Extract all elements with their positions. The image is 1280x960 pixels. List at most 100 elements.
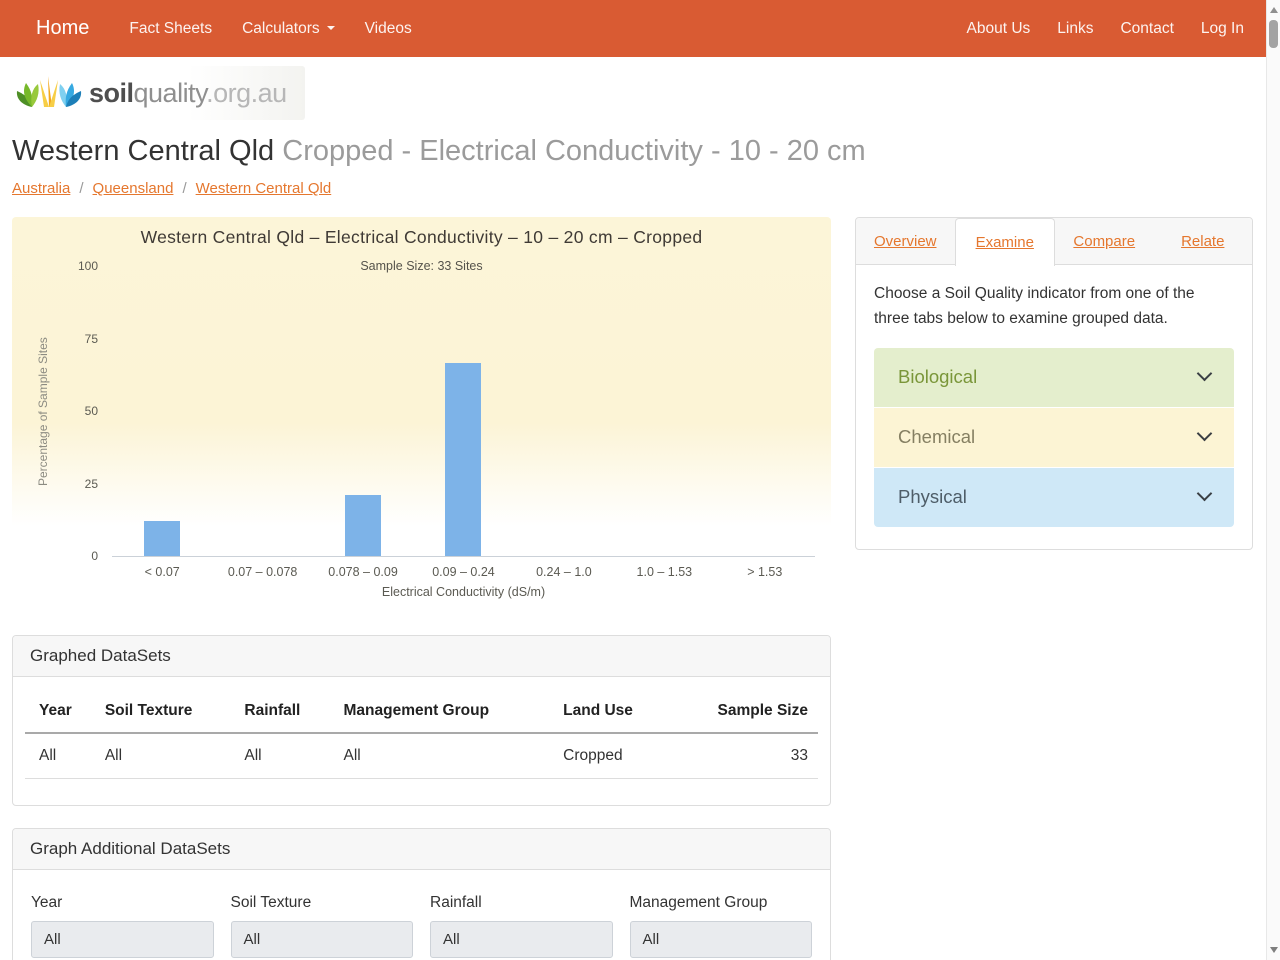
filter-soil-texture: Soil Texture All	[230, 894, 413, 959]
accordion-chemical[interactable]: Chemical	[874, 407, 1234, 467]
page-title: Western Central Qld Cropped - Electrical…	[12, 135, 1266, 168]
filter-label: Soil Texture	[230, 894, 312, 912]
cell-sample-size: 33	[695, 733, 818, 780]
additional-datasets-title: Graph Additional DataSets	[13, 829, 830, 871]
x-tick-label: 0.07 – 0.078	[227, 565, 298, 580]
right-column: Overview Examine Compare Relate Choose a So…	[855, 217, 1253, 550]
bar-slot	[413, 267, 513, 557]
filter-select-management-group[interactable]: All	[629, 921, 812, 959]
x-tick-label: 0.078 – 0.09	[328, 565, 398, 580]
filter-label: Management Group	[629, 894, 768, 912]
bar-0-07	[144, 521, 181, 557]
table-header-row: Year Soil Texture Rainfall Management Group…	[25, 691, 818, 735]
x-tick-label: < 0.07	[144, 565, 180, 580]
accordion-physical[interactable]: Physical	[874, 467, 1234, 527]
filter-select-rainfall[interactable]: All	[430, 921, 613, 959]
tab-relate[interactable]: Relate	[1154, 218, 1253, 265]
breadcrumb-link-australia[interactable]: Australia	[12, 180, 71, 198]
bar-slot	[112, 267, 212, 557]
scroll-down-arrow-icon[interactable]	[1270, 947, 1278, 953]
table-body: All All All All Cropped 33	[25, 733, 818, 780]
nav-item-calculators[interactable]: Calculators	[242, 20, 335, 38]
breadcrumb-link-western-central-qld[interactable]: Western Central Qld	[195, 180, 332, 198]
cell-management-group: All	[329, 733, 550, 780]
dropdown-caret-icon	[326, 26, 335, 31]
datasets-table: Year Soil Texture Rainfall Management Group…	[25, 691, 818, 780]
breadcrumb: Australia / Queensland / Western Central Qld	[12, 180, 1266, 197]
plot-area: 0 25 50 75 100	[78, 259, 815, 563]
y-tick-label: 25	[84, 476, 98, 491]
tab-examine[interactable]: Examine	[954, 218, 1055, 267]
site-logo[interactable]: soilquality.org.au	[12, 66, 305, 120]
nav-item-about-us[interactable]: About Us	[966, 19, 1031, 37]
x-tick-label: > 1.53	[747, 565, 783, 580]
chevron-down-icon	[1196, 366, 1213, 382]
filter-rainfall: Rainfall All	[430, 894, 613, 959]
y-tick-label: 100	[77, 259, 98, 274]
filter-label: Rainfall	[430, 894, 482, 912]
table-row: All All All All Cropped 33	[25, 733, 818, 780]
cell-rainfall: All	[230, 733, 330, 780]
nav-item-fact-sheets[interactable]: Fact Sheets	[129, 19, 213, 37]
nav-left-group: Fact Sheets Calculators Videos	[129, 20, 966, 38]
examine-panel: Overview Examine Compare Relate Choose a So…	[855, 217, 1253, 550]
masthead: soilquality.org.au Western Central Qld C…	[0, 57, 1266, 197]
nav-item-videos[interactable]: Videos	[364, 19, 412, 37]
bar-0-09-0-24	[445, 362, 482, 557]
y-tick-label: 0	[91, 549, 98, 564]
breadcrumb-link-queensland[interactable]: Queensland	[92, 180, 174, 198]
graphed-datasets-title: Graphed DataSets	[13, 636, 830, 678]
filter-select-soil-texture[interactable]: All	[230, 921, 413, 959]
col-header-year: Year	[25, 691, 91, 735]
tab-bar: Overview Examine Compare Relate	[856, 218, 1253, 267]
bar-slot	[715, 267, 815, 556]
y-tick-label: 75	[84, 331, 98, 346]
scroll-up-arrow-icon[interactable]	[1270, 7, 1278, 13]
nav-right-group: About Us Links Contact Log In	[967, 20, 1244, 38]
nav-item-contact[interactable]: Contact	[1120, 19, 1174, 37]
logo-icon	[16, 76, 82, 107]
x-tick-label: 1.0 – 1.53	[636, 565, 693, 580]
col-header-soil-texture: Soil Texture	[90, 691, 231, 735]
breadcrumb-separator: /	[79, 180, 84, 198]
accordion-label: Chemical	[898, 426, 976, 448]
graphed-datasets-panel: Graphed DataSets Year Soil Texture Rainfal…	[12, 635, 831, 807]
x-axis-title: Electrical Conductivity (dS/m)	[381, 585, 546, 600]
page-title-subtitle: Cropped - Electrical Conductivity - 10 -…	[282, 135, 866, 167]
nav-home-link[interactable]: Home	[36, 17, 90, 39]
cell-soil-texture: All	[90, 733, 231, 780]
x-tick-label: 0.09 – 0.24	[432, 565, 495, 580]
tab-overview[interactable]: Overview	[856, 218, 955, 265]
filter-year: Year All	[31, 894, 214, 959]
filter-management-group: Management Group All	[629, 894, 812, 959]
breadcrumb-separator: /	[182, 180, 187, 198]
x-tick-label: 0.24 – 1.0	[536, 565, 592, 580]
chevron-down-icon	[1196, 486, 1213, 502]
scrollbar[interactable]	[1266, 0, 1280, 960]
nav-item-log-in[interactable]: Log In	[1200, 19, 1244, 37]
bar-slot	[212, 267, 312, 556]
col-header-sample-size: Sample Size	[695, 691, 818, 735]
additional-datasets-filters: Year All Soil Texture All Rainfall All Managem…	[13, 870, 830, 960]
tab-compare[interactable]: Compare	[1055, 218, 1154, 265]
nav-item-links[interactable]: Links	[1057, 19, 1094, 37]
page-title-region: Western Central Qld	[12, 135, 275, 167]
chart-title: Western Central Qld – Electrical Conduct…	[140, 227, 703, 248]
chevron-down-icon	[1196, 426, 1213, 442]
examine-panel-body: Choose a Soil Quality indicator from one…	[856, 265, 1252, 549]
y-axis-title: Percentage of Sample Sites	[36, 337, 50, 487]
bar-slot	[614, 267, 714, 556]
filter-select-year[interactable]: All	[31, 921, 214, 959]
cell-land-use: Cropped	[549, 733, 696, 780]
accordion-label: Physical	[898, 486, 967, 508]
additional-datasets-panel: Graph Additional DataSets Year All Soil Te…	[12, 828, 831, 960]
scrollbar-thumb[interactable]	[1269, 20, 1278, 48]
accordion-biological[interactable]: Biological	[874, 347, 1234, 407]
tab-label: Relate	[1181, 233, 1225, 251]
chart-panel: Western Central Qld – Electrical Conduct…	[12, 217, 831, 614]
cell-year: All	[25, 733, 91, 780]
top-navbar: Home Fact Sheets Calculators Videos About …	[0, 0, 1266, 57]
bar-0-078-0-09	[345, 494, 382, 557]
left-column: Western Central Qld – Electrical Conduct…	[12, 217, 831, 960]
